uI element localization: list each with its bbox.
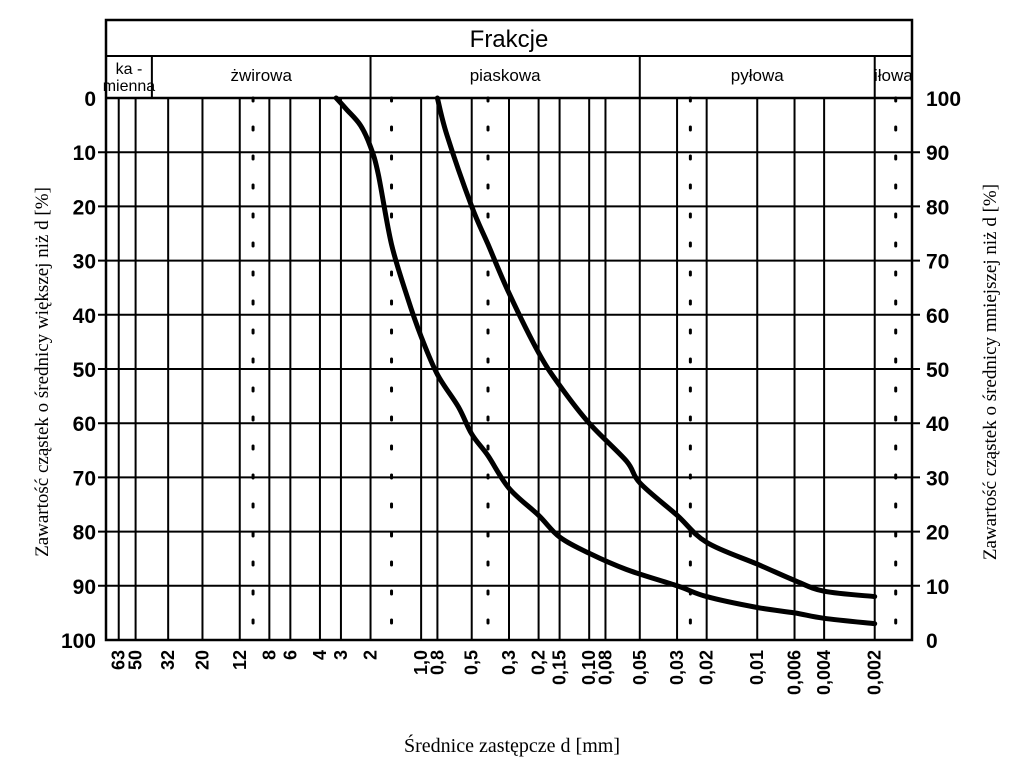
- x-tick-label: 1,0: [411, 650, 431, 675]
- x-tick-label: 12: [230, 650, 250, 670]
- y-right-tick-label: 10: [926, 576, 949, 599]
- y-right-tick-label: 100: [926, 88, 961, 111]
- x-tick-label: 0,02: [697, 650, 717, 685]
- x-tick-label: 8: [259, 650, 279, 660]
- x-tick-label: 0,10: [579, 650, 599, 685]
- y-left-tick-label: 0: [84, 88, 96, 111]
- grading-curve: [434, 95, 878, 600]
- y-left-tick-label: 10: [73, 142, 96, 165]
- y-right-tick-label: 70: [926, 251, 949, 274]
- fraction-label: ka -: [116, 61, 143, 78]
- fraction-label: żwirowa: [231, 66, 293, 85]
- x-tick-label: 0,8: [427, 650, 447, 675]
- x-tick-label: 0,15: [550, 650, 570, 685]
- y-left-tick-label: 40: [73, 305, 96, 328]
- x-tick-label: 0,01: [747, 650, 767, 685]
- fraction-label: iłowa: [874, 66, 913, 85]
- x-tick-label: 32: [158, 650, 178, 670]
- x-tick-label: 0,5: [462, 650, 482, 675]
- x-tick-label: 6: [280, 650, 300, 660]
- x-tick-label: 0,3: [499, 650, 519, 675]
- y-left-tick-label: 60: [73, 413, 96, 436]
- y-right-tick-label: 20: [926, 522, 949, 545]
- chart-title: Frakcje: [470, 26, 549, 53]
- y-left-tick-label: 90: [73, 576, 96, 599]
- y-right-tick-label: 30: [926, 467, 949, 490]
- fraction-label: pyłowa: [731, 66, 784, 85]
- y-right-tick-label: 60: [926, 305, 949, 328]
- y-right-tick-label: 50: [926, 359, 949, 382]
- x-tick-label: 0,006: [785, 650, 805, 695]
- x-tick-label: 0,03: [667, 650, 687, 685]
- y-left-tick-label: 50: [73, 359, 96, 382]
- plot-border: [104, 18, 914, 642]
- y-right-tick-label: 40: [926, 413, 949, 436]
- y-right-tick-label: 80: [926, 196, 949, 219]
- horizontal-grid-lines: [98, 151, 920, 587]
- dotted-fraction-lines: [251, 96, 898, 642]
- fraction-label: mienna: [103, 78, 156, 95]
- x-tick-label: 0,05: [630, 650, 650, 685]
- x-tick-label: 20: [193, 650, 213, 670]
- y-right-tick-label: 0: [926, 630, 938, 653]
- x-tick-label: 4: [310, 650, 330, 660]
- y-left-tick-label: 80: [73, 522, 96, 545]
- x-tick-label: 0,004: [814, 650, 834, 695]
- y-left-tick-label: 70: [73, 467, 96, 490]
- fraction-label: piaskowa: [470, 66, 541, 85]
- y-left-tick-label: 100: [61, 630, 96, 653]
- grading-curves: [333, 95, 878, 627]
- y-axis-left-label: Zawartość cząstek o średnicy większej ni…: [32, 187, 53, 557]
- y-left-tick-label: 30: [73, 251, 96, 274]
- fractions-header: Frakcje ka -mienna żwirowa piaskowa pyłowa ił…: [103, 26, 913, 98]
- x-tick-label: 0,08: [596, 650, 616, 685]
- x-tick-label: 2: [361, 650, 381, 660]
- x-tick-label: 0,002: [865, 650, 885, 695]
- y-axis-left-ticks: 0 10 20 30 40 50 60 70 80 90 100: [61, 88, 96, 653]
- grading-curve: [333, 95, 878, 627]
- y-axis-right-label: Zawartość cząstek o średnicy mniejszej n…: [980, 184, 1001, 560]
- y-right-tick-label: 90: [926, 142, 949, 165]
- x-tick-label: 50: [126, 650, 146, 670]
- x-axis-label: Średnice zastępcze d [mm]: [404, 733, 620, 757]
- chart-frame: [104, 18, 914, 642]
- y-left-tick-label: 20: [73, 196, 96, 219]
- x-tick-label: 63: [109, 650, 129, 670]
- x-tick-label: 3: [331, 650, 351, 660]
- x-tick-label: 0,2: [529, 650, 549, 675]
